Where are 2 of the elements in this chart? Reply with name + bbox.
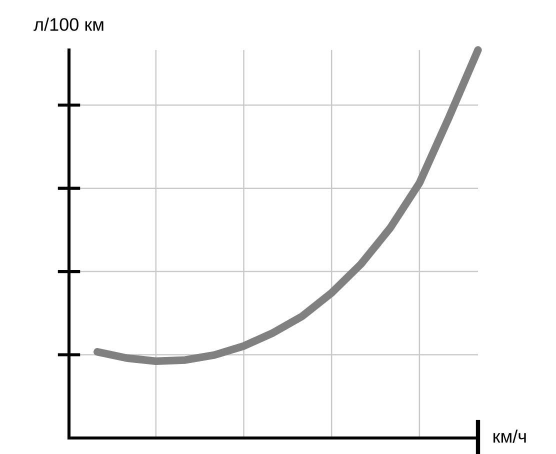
x-axis-title: км/ч: [494, 430, 526, 443]
y-axis-title: л/100 км: [34, 18, 104, 31]
